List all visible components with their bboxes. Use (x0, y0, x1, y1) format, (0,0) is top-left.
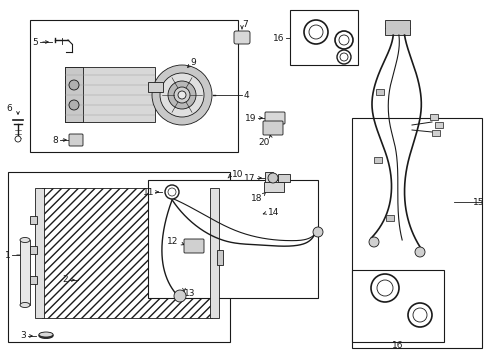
Circle shape (340, 53, 348, 61)
Text: 9: 9 (190, 58, 196, 67)
Bar (42, 188, 212, 318)
Text: 17: 17 (244, 174, 255, 183)
Text: 7: 7 (242, 19, 248, 28)
Bar (210, 188, 219, 318)
Bar (386, 215, 394, 221)
Ellipse shape (39, 332, 53, 337)
Circle shape (369, 237, 379, 247)
Bar (352, 118, 482, 348)
Text: 11: 11 (143, 188, 154, 197)
Bar (430, 114, 438, 120)
Bar (265, 172, 273, 184)
Circle shape (335, 31, 353, 49)
Circle shape (309, 25, 323, 39)
Text: 5: 5 (32, 37, 38, 46)
Circle shape (69, 100, 79, 110)
Circle shape (415, 247, 425, 257)
Circle shape (339, 35, 349, 45)
Bar (385, 20, 410, 35)
Circle shape (371, 274, 399, 302)
Text: 20: 20 (259, 138, 270, 147)
Text: 6: 6 (6, 104, 12, 112)
Circle shape (313, 227, 323, 237)
Text: 16: 16 (272, 33, 284, 42)
Text: 16: 16 (392, 342, 404, 351)
Ellipse shape (20, 302, 30, 307)
Text: 2: 2 (62, 275, 68, 284)
Circle shape (408, 303, 432, 327)
Circle shape (168, 81, 196, 109)
Ellipse shape (39, 333, 53, 338)
Bar (374, 157, 382, 163)
Circle shape (178, 91, 186, 99)
Bar (217, 250, 223, 265)
Bar (20, 240, 30, 305)
Bar (65, 67, 83, 122)
Circle shape (69, 80, 79, 90)
Text: 14: 14 (268, 207, 279, 216)
Text: 4: 4 (244, 90, 249, 99)
Circle shape (15, 136, 21, 142)
Bar (290, 10, 358, 65)
Circle shape (174, 290, 186, 302)
Text: 1: 1 (5, 251, 11, 260)
Circle shape (174, 87, 190, 103)
Bar (148, 180, 318, 298)
Text: 3: 3 (20, 332, 26, 341)
Bar (148, 82, 163, 92)
Bar (432, 130, 440, 136)
Bar (264, 182, 284, 192)
Bar (376, 89, 384, 95)
FancyBboxPatch shape (263, 121, 283, 135)
Text: 19: 19 (245, 113, 256, 122)
Circle shape (168, 188, 176, 196)
Circle shape (165, 185, 179, 199)
Circle shape (152, 65, 212, 125)
Ellipse shape (20, 238, 30, 243)
Ellipse shape (39, 333, 53, 338)
Circle shape (304, 20, 328, 44)
FancyBboxPatch shape (184, 239, 204, 253)
Circle shape (377, 280, 393, 296)
Bar (30, 276, 37, 284)
Bar (35, 188, 44, 318)
Bar (30, 246, 37, 254)
FancyBboxPatch shape (69, 134, 83, 146)
FancyBboxPatch shape (265, 112, 285, 124)
Bar (8, 172, 230, 342)
Bar (65, 67, 155, 122)
Text: 15: 15 (472, 198, 484, 207)
Text: 12: 12 (167, 238, 178, 247)
Text: 18: 18 (250, 194, 262, 202)
Text: 10: 10 (232, 170, 244, 179)
Bar (30, 216, 37, 224)
FancyBboxPatch shape (234, 31, 250, 44)
Circle shape (337, 50, 351, 64)
Text: 8: 8 (52, 135, 58, 144)
Bar (30, 20, 238, 152)
Circle shape (160, 73, 204, 117)
Text: 13: 13 (184, 289, 196, 298)
Bar (352, 270, 444, 342)
Circle shape (413, 308, 427, 322)
Ellipse shape (39, 333, 53, 338)
Circle shape (268, 173, 278, 183)
Bar (435, 122, 443, 128)
Bar (278, 174, 290, 182)
